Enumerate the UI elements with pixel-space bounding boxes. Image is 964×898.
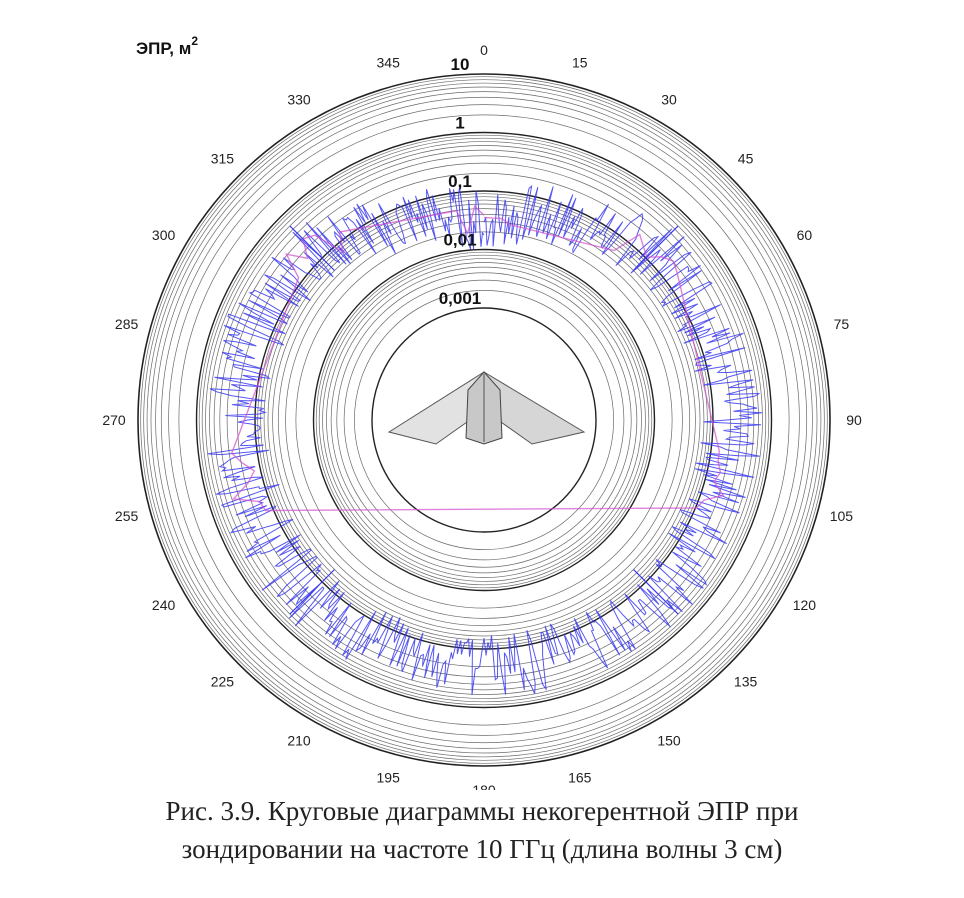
angle-tick-label: 345 <box>377 55 401 71</box>
series-spike <box>289 569 335 615</box>
grid-ring-minor <box>330 266 638 574</box>
angle-tick-label: 15 <box>572 55 588 71</box>
grid-ring-minor <box>336 272 632 568</box>
grid-ring-major <box>371 307 597 533</box>
grid-ring-minor <box>326 262 642 578</box>
grid-ring-minor <box>178 114 790 726</box>
series-spike <box>633 225 679 271</box>
grid-ring-minor <box>295 231 673 609</box>
grid-ring-minor <box>205 141 763 699</box>
angle-tick-label: 255 <box>115 508 139 524</box>
series-spike <box>633 569 679 615</box>
caption-line-1: Рис. 3.9. Круговые диаграммы некогерентн… <box>165 796 799 826</box>
polar-chart: 0 15 30 45 60 75 90 105 120 135 150 165 180 195 210 225… <box>102 34 862 790</box>
grid-ring-minor <box>213 149 755 691</box>
grid-ring-major <box>195 131 773 709</box>
angle-ticks: 0 15 30 45 60 75 90 105 120 135 150 165 180 195 210 225… <box>102 42 862 790</box>
grid-ring-minor <box>168 104 800 736</box>
angle-tick-label: 105 <box>830 508 854 524</box>
angle-tick-label: 165 <box>568 769 592 785</box>
series-line-1 <box>207 184 763 695</box>
grid-ring-minor <box>354 290 614 550</box>
angle-tick-label: 210 <box>287 732 311 748</box>
grid-ring-minor <box>143 79 825 761</box>
grid-ring-minor <box>226 162 742 678</box>
series-spike <box>289 225 335 271</box>
grid-ring-minor <box>260 196 708 644</box>
grid-ring-minor <box>150 86 818 754</box>
angle-tick-label: 195 <box>377 769 401 785</box>
grid-ring-minor <box>160 96 808 744</box>
angle-tick-label: 285 <box>115 316 139 332</box>
grid-rings <box>137 73 831 767</box>
angle-tick-label: 180 <box>472 782 496 790</box>
radial-tick-label: 10 <box>451 55 470 74</box>
angle-tick-label: 0 <box>480 42 488 58</box>
grid-ring-major <box>312 248 656 592</box>
grid-ring-minor <box>343 279 625 561</box>
figure-caption: Рис. 3.9. Круговые диаграммы некогерентн… <box>0 792 964 868</box>
angle-tick-label: 45 <box>738 150 754 166</box>
grid-ring-minor <box>315 251 653 589</box>
grid-ring-minor <box>322 258 646 582</box>
grid-ring-major <box>254 190 714 650</box>
series-layer <box>207 184 763 695</box>
angle-tick-label: 225 <box>211 674 235 690</box>
radial-tick-label: 1 <box>455 114 464 133</box>
grid-ring-minor <box>257 193 711 647</box>
grid-ring-minor <box>155 91 813 749</box>
angle-tick-label: 270 <box>102 412 126 428</box>
grid-ring-minor <box>219 155 749 685</box>
angle-tick-label: 300 <box>152 227 176 243</box>
angle-tick-label: 60 <box>797 227 813 243</box>
grid-ring-minor <box>201 137 767 703</box>
grid-ring-minor <box>146 82 822 758</box>
grid-ring-minor <box>318 254 650 586</box>
radial-tick-label: 0,001 <box>439 289 482 308</box>
angle-tick-label: 90 <box>846 412 862 428</box>
grid-ring-outer <box>137 73 831 767</box>
angle-tick-label: 330 <box>287 92 311 108</box>
angle-tick-label: 75 <box>834 316 850 332</box>
caption-line-2: зондировании на частоте 10 ГГц (длина во… <box>181 834 783 864</box>
aircraft-inset <box>387 371 586 445</box>
grid-ring-minor <box>267 203 701 637</box>
series-line-2 <box>230 204 725 512</box>
angle-tick-label: 30 <box>661 92 677 108</box>
grid-ring-minor <box>198 134 770 706</box>
angle-tick-label: 135 <box>734 674 758 690</box>
grid-ring-minor <box>209 145 759 695</box>
angle-tick-label: 120 <box>793 597 817 613</box>
grid-ring-minor <box>277 213 691 627</box>
grid-ring-minor <box>140 76 828 764</box>
angle-tick-label: 150 <box>657 732 681 748</box>
angle-tick-label: 315 <box>211 150 235 166</box>
grid-ring-minor <box>272 208 696 632</box>
ring-labels: 10 1 0,1 0,01 0,001 <box>439 55 482 308</box>
radial-tick-label: 0,01 <box>443 231 476 250</box>
angle-tick-label: 240 <box>152 597 176 613</box>
radial-axis-label: ЭПР, м2 <box>136 34 198 58</box>
radial-tick-label: 0,1 <box>448 172 472 191</box>
